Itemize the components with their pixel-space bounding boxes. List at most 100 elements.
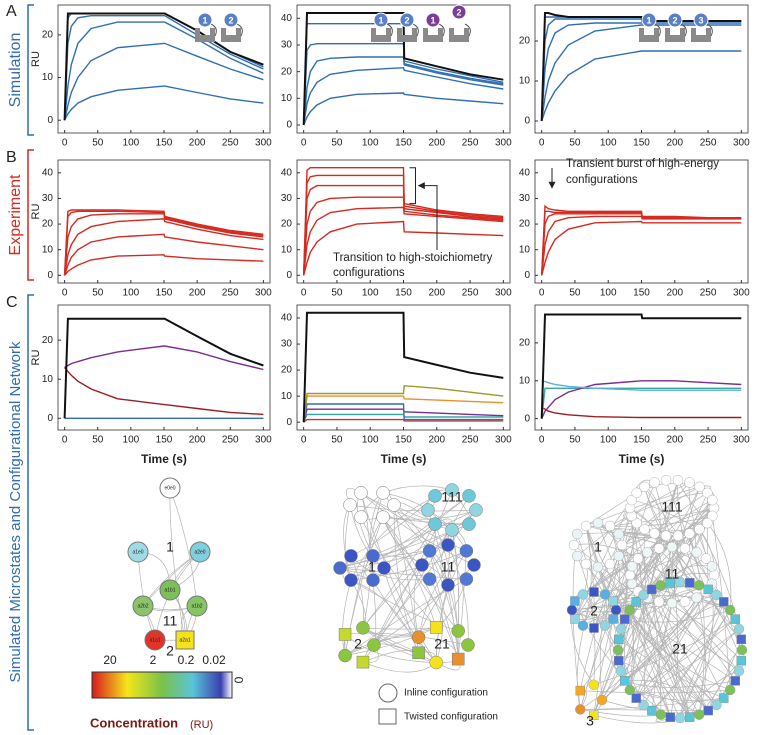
- network-node: [189, 541, 211, 563]
- inset-ligand: [451, 4, 467, 20]
- colorbar-tick: 0: [232, 676, 246, 683]
- annotation-arrow: [417, 182, 438, 250]
- network-node: [679, 596, 691, 607]
- network-node: [736, 634, 746, 645]
- network-edge: [373, 584, 449, 646]
- y-tick-label: 40: [281, 13, 293, 24]
- network-edge: [624, 679, 709, 711]
- network-node: [703, 705, 713, 716]
- network-node: [691, 592, 702, 603]
- network-node: [175, 630, 195, 650]
- annotation: Transition to high-stoichiometry: [333, 252, 493, 264]
- network-edge: [360, 492, 453, 531]
- network-node: [614, 655, 624, 666]
- y-tick-label: 0: [286, 417, 292, 428]
- network-node: [649, 528, 660, 539]
- y-tick-label: 20: [281, 365, 293, 376]
- row-label: Simulated Microstates and Configurationa…: [7, 341, 24, 682]
- network-node: [724, 684, 736, 696]
- y-tick-label: 10: [519, 76, 531, 87]
- network-edge: [429, 578, 443, 663]
- network-node: [422, 544, 437, 558]
- network-node: [684, 477, 695, 488]
- network-node: [638, 589, 649, 601]
- network-node: [647, 705, 657, 716]
- x-axis-label: Time (s): [141, 452, 187, 466]
- network-edge: [647, 552, 736, 682]
- x-tick-label: 300: [495, 435, 512, 446]
- network-node: [694, 481, 705, 493]
- group-label: 2: [354, 636, 362, 652]
- group-label: 111: [441, 489, 462, 505]
- network-edge: [654, 482, 691, 583]
- legend-symbol: [378, 683, 398, 703]
- series-line: [63, 210, 264, 276]
- series-line: [303, 56, 504, 126]
- x-tick-label: 250: [700, 138, 717, 149]
- network-edge: [383, 495, 470, 569]
- network-node: [655, 580, 667, 591]
- inset-ligand: [197, 12, 213, 28]
- x-tick-label: 0: [62, 138, 68, 149]
- network-node: [639, 481, 650, 493]
- x-tick-label: 50: [92, 138, 104, 149]
- series-line: [64, 345, 264, 371]
- x-tick-label: 150: [395, 138, 412, 149]
- x-tick-label: 300: [255, 435, 272, 446]
- network-node: [356, 655, 370, 669]
- inset-receptor: [195, 28, 215, 42]
- node-label: a2b2: [137, 603, 148, 609]
- series-line: [302, 311, 504, 423]
- inset-label: 1: [202, 15, 207, 25]
- x-tick-label: 50: [331, 138, 343, 149]
- network-node: [615, 665, 627, 677]
- network-node: [613, 550, 624, 562]
- series-line: [303, 23, 504, 126]
- series-line: [303, 92, 504, 126]
- network-node: [730, 676, 740, 686]
- colorbar-unit: (RU): [190, 719, 213, 731]
- network-node: [592, 561, 604, 573]
- network-edge: [593, 591, 736, 682]
- network-node: [624, 684, 636, 696]
- x-tick-label: 250: [462, 435, 479, 446]
- series-line: [541, 380, 742, 391]
- group-label: 3: [586, 713, 594, 729]
- network-node: [733, 623, 745, 635]
- x-tick-label: 200: [666, 138, 683, 149]
- network-node: [344, 573, 358, 587]
- y-tick-label: 30: [281, 339, 293, 350]
- network-edge: [576, 555, 596, 685]
- inset-receptor: [665, 28, 685, 42]
- inset-receptor: [449, 28, 469, 42]
- series-line: [303, 43, 504, 126]
- inset-receptor: [397, 28, 417, 42]
- series-line: [303, 418, 504, 423]
- bracket: [27, 149, 34, 281]
- network-node: [706, 561, 718, 572]
- x-tick-label: 200: [189, 435, 206, 446]
- x-tick-label: 50: [331, 435, 343, 446]
- network-edge: [580, 689, 731, 694]
- series-line: [541, 24, 742, 122]
- network-node: [660, 475, 672, 486]
- network-node: [733, 665, 745, 677]
- y-tick-label: 0: [524, 270, 530, 281]
- network-node: [608, 614, 618, 624]
- x-tick-label: 300: [733, 288, 750, 299]
- network-node: [441, 578, 455, 592]
- network-node: [387, 498, 401, 512]
- network-node: [608, 596, 618, 606]
- network-node: [700, 553, 712, 564]
- network-node: [684, 528, 695, 539]
- network-edge: [451, 529, 460, 631]
- network-node: [647, 584, 657, 595]
- network-node: [694, 523, 705, 535]
- network-node: [672, 475, 684, 486]
- network-node: [685, 712, 695, 722]
- network-node: [354, 510, 368, 524]
- network-node: [604, 558, 616, 570]
- x-tick-label: 200: [666, 288, 683, 299]
- y-tick-label: 20: [519, 36, 531, 47]
